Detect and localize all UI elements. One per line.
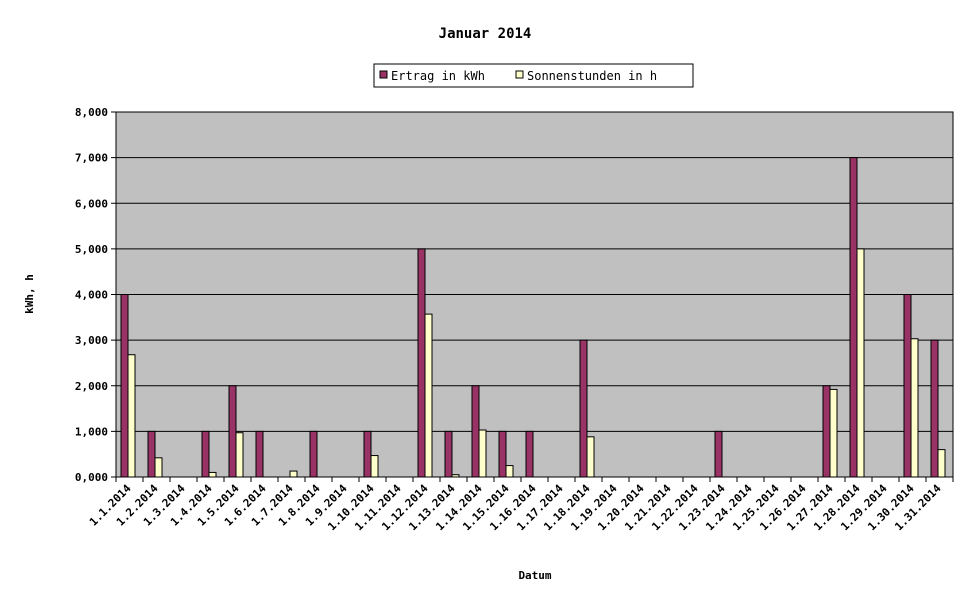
bar-ertrag <box>498 430 507 478</box>
bars <box>120 157 946 478</box>
bar-sonnenstunden <box>856 248 865 478</box>
y-tick-label: 5,000 <box>75 243 108 256</box>
bar-sonnenstunden <box>235 432 244 478</box>
y-tick-label: 0,000 <box>75 471 108 484</box>
bar-ertrag <box>849 157 858 478</box>
legend-label-sonnenstunden: Sonnenstunden in h <box>527 69 657 83</box>
bar-ertrag <box>714 430 723 478</box>
bar-sonnenstunden <box>505 465 514 478</box>
bar-sonnenstunden <box>829 388 838 478</box>
gridlines <box>116 157 953 432</box>
bar-ertrag <box>201 430 210 478</box>
bar-sonnenstunden <box>127 354 136 478</box>
bar-sonnenstunden <box>478 429 487 478</box>
bar-ertrag <box>417 248 426 478</box>
y-tick-label: 4,000 <box>75 289 108 302</box>
x-axis-title: Datum <box>518 569 551 582</box>
legend-label-ertrag: Ertrag in kWh <box>391 69 485 83</box>
bar-sonnenstunden <box>154 457 163 478</box>
bar-sonnenstunden <box>208 471 217 478</box>
y-axis-title: kWh, h <box>23 274 36 314</box>
legend-swatch-sonnenstunden <box>515 70 524 79</box>
bar-sonnenstunden <box>289 470 298 478</box>
bar-sonnenstunden <box>370 455 379 478</box>
y-tick-label: 1,000 <box>75 425 108 438</box>
y-tick-label: 2,000 <box>75 380 108 393</box>
y-tick-label: 7,000 <box>75 152 108 165</box>
bar-sonnenstunden <box>586 436 595 478</box>
bar-ertrag <box>228 385 237 478</box>
x-axis: 1.1.20141.2.20141.3.20141.4.20141.5.2014… <box>87 477 954 533</box>
legend: Ertrag in kWh Sonnenstunden in h <box>373 63 694 88</box>
bar-ertrag <box>444 430 453 478</box>
bar-ertrag <box>903 294 912 478</box>
bar-ertrag <box>147 430 156 478</box>
legend-box <box>373 63 694 88</box>
bar-ertrag <box>255 430 264 478</box>
bar-sonnenstunden <box>910 338 919 478</box>
bar-ertrag <box>525 430 534 478</box>
y-tick-label: 3,000 <box>75 334 108 347</box>
bar-ertrag <box>363 430 372 478</box>
bar-ertrag <box>120 294 129 478</box>
legend-swatch-ertrag <box>379 70 388 79</box>
bar-ertrag <box>822 385 831 478</box>
chart-title: Januar 2014 <box>439 26 532 42</box>
bar-ertrag <box>930 339 939 478</box>
y-tick-label: 6,000 <box>75 197 108 210</box>
bar-sonnenstunden <box>424 313 433 478</box>
bar-ertrag <box>471 385 480 478</box>
bar-sonnenstunden <box>451 474 460 478</box>
bar-ertrag <box>309 430 318 478</box>
bar-ertrag <box>579 339 588 478</box>
y-tick-label: 8,000 <box>75 106 108 119</box>
y-axis: 0,000 1,000 2,000 3,000 4,000 5,000 6,000 7,000… <box>75 106 116 484</box>
bar-sonnenstunden <box>937 449 946 478</box>
